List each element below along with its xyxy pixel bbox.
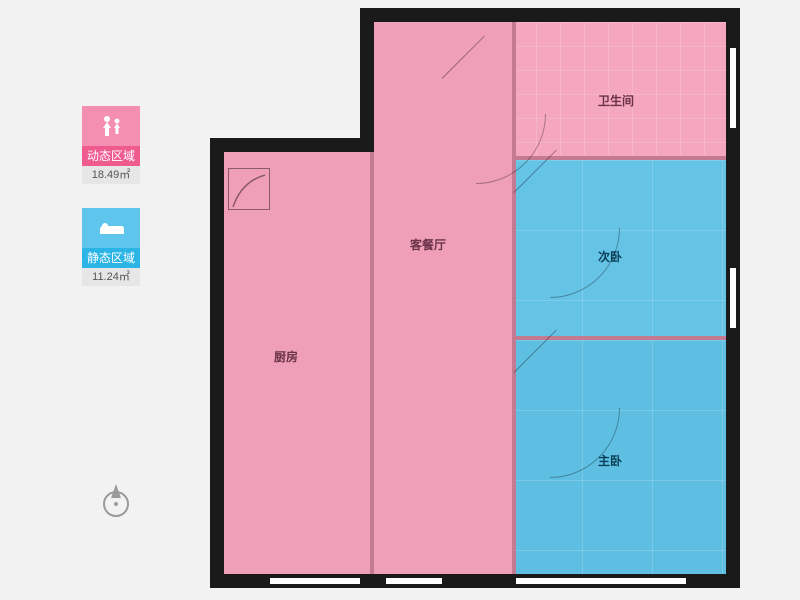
zone-master-bedroom: 主卧 [512, 340, 726, 574]
window [386, 578, 442, 584]
zone-label-kitchen: 厨房 [274, 348, 298, 365]
inner-wall [512, 336, 726, 340]
outer-wall [360, 8, 374, 152]
sink-icon [228, 168, 270, 210]
legend-chip-dynamic [82, 106, 140, 146]
floor-plan: 客餐厅 卫生间厨房 次卧主卧 [210, 8, 740, 588]
zone-bathroom: 卫生间 [512, 22, 726, 160]
outer-wall [210, 138, 224, 588]
legend-chip-static [82, 208, 140, 248]
people-icon [96, 114, 126, 138]
legend-value-dynamic: 18.49㎡ [82, 166, 140, 184]
window [730, 48, 736, 128]
legend-label-dynamic: 动态区域 [82, 146, 140, 166]
inner-wall [512, 156, 726, 160]
inner-wall [370, 152, 374, 574]
legend-label-static: 静态区域 [82, 248, 140, 268]
legend-value-static: 11.24㎡ [82, 268, 140, 286]
zone-living-dining: 客餐厅 [374, 22, 512, 574]
legend-item-dynamic: 动态区域 18.49㎡ [82, 106, 140, 184]
outer-wall [360, 8, 740, 22]
zone-secondary-bedroom: 次卧 [512, 160, 726, 340]
inner-wall [512, 160, 516, 574]
zone-label-living-dining: 客餐厅 [410, 236, 446, 253]
compass-icon [96, 480, 136, 520]
zone-kitchen: 厨房 [224, 152, 374, 574]
window [730, 268, 736, 328]
legend: 动态区域 18.49㎡ 静态区域 11.24㎡ [82, 106, 140, 310]
legend-item-static: 静态区域 11.24㎡ [82, 208, 140, 286]
bed-icon [96, 216, 126, 240]
window [516, 578, 686, 584]
window [270, 578, 360, 584]
outer-wall [210, 138, 374, 152]
